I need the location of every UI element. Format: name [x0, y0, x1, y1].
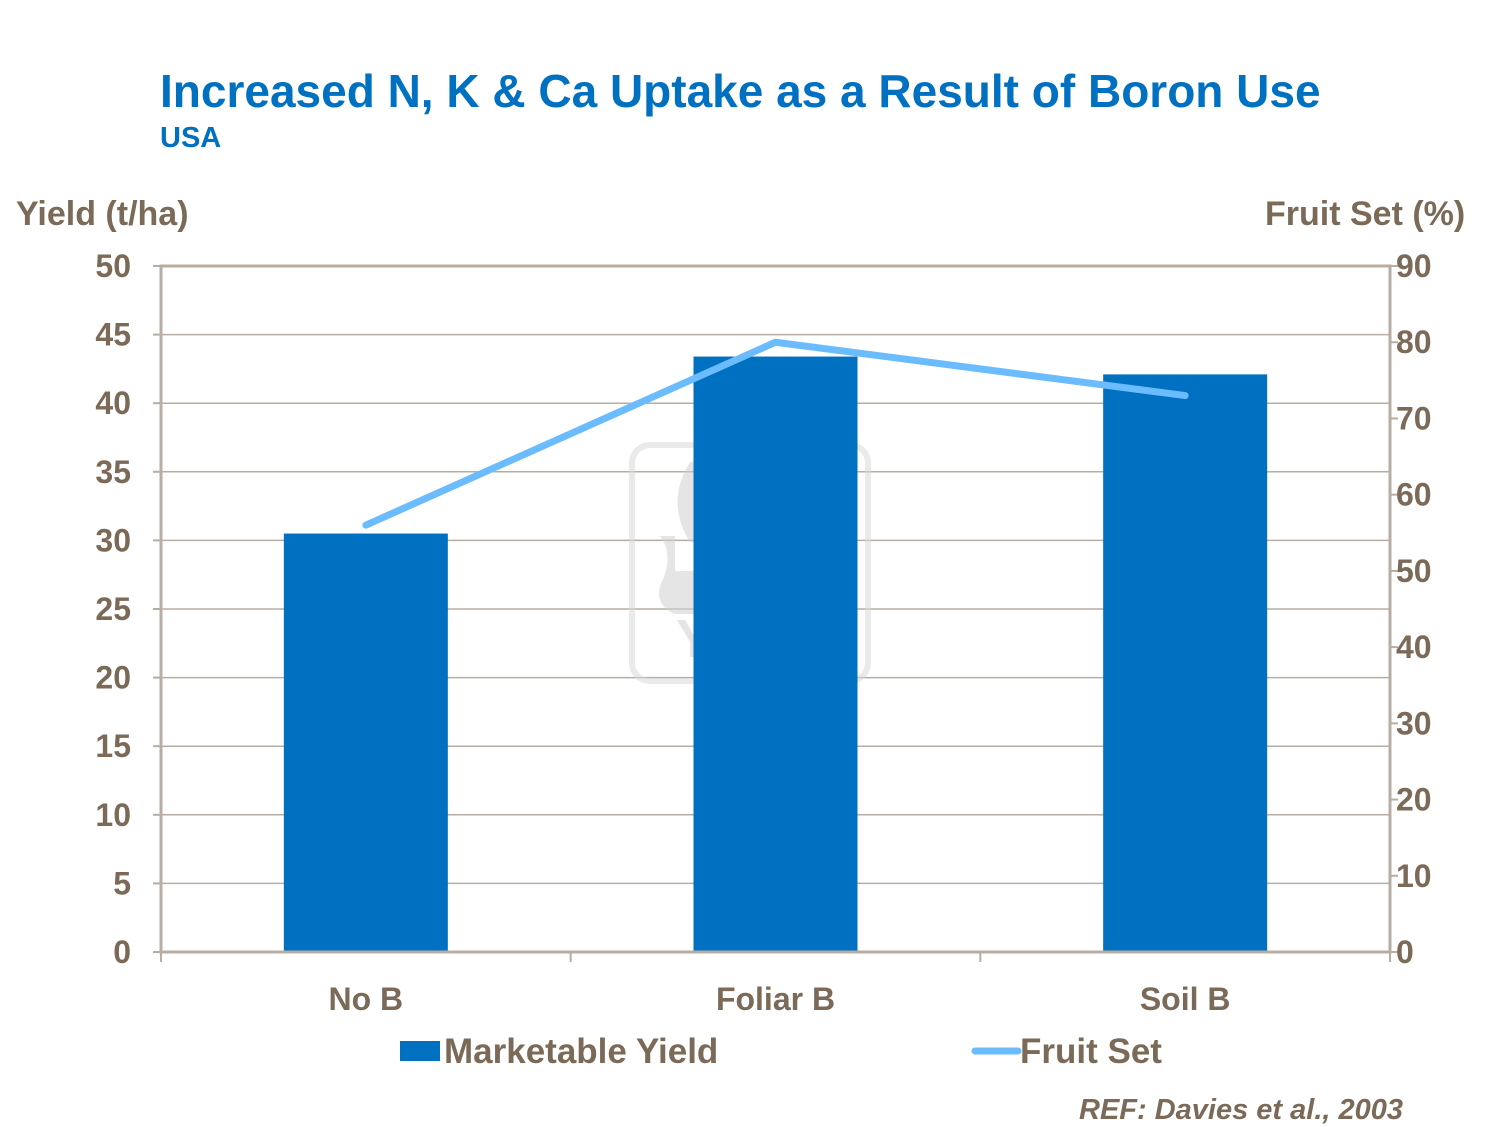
y2-tick-label: 60: [1396, 477, 1432, 513]
y-tick-label: 45: [95, 317, 131, 353]
y-tick-label: 20: [95, 660, 131, 696]
y-tick-label: 50: [95, 248, 131, 284]
y2-tick-label: 90: [1396, 248, 1432, 284]
bar-soil-b: [1103, 374, 1267, 952]
x-tick-label: No B: [329, 981, 404, 1017]
y2-tick-label: 0: [1396, 934, 1414, 970]
y-tick-label: 0: [113, 934, 131, 970]
y2-tick-label: 40: [1396, 629, 1432, 665]
x-tick-label: Soil B: [1140, 981, 1231, 1017]
y-tick-label: 15: [95, 728, 131, 764]
y-tick-label: 10: [95, 797, 131, 833]
y2-tick-label: 30: [1396, 705, 1432, 741]
legend-label-fruit-set: Fruit Set: [1020, 1032, 1162, 1071]
y2-tick-label: 70: [1396, 400, 1432, 436]
legend-swatch-marketable-yield: [400, 1041, 440, 1061]
y2-tick-label: 20: [1396, 782, 1432, 818]
y2-tick-label: 10: [1396, 858, 1432, 894]
y-tick-label: 40: [95, 385, 131, 421]
y-tick-label: 25: [95, 591, 131, 627]
y2-tick-label: 50: [1396, 553, 1432, 589]
y-tick-label: 30: [95, 522, 131, 558]
bar-no-b: [284, 534, 448, 952]
bar-foliar-b: [694, 357, 858, 952]
x-tick-label: Foliar B: [716, 981, 835, 1017]
y-tick-label: 35: [95, 454, 131, 490]
y-tick-label: 5: [113, 865, 131, 901]
legend-label-marketable-yield: Marketable Yield: [444, 1032, 718, 1071]
y2-tick-label: 80: [1396, 324, 1432, 360]
